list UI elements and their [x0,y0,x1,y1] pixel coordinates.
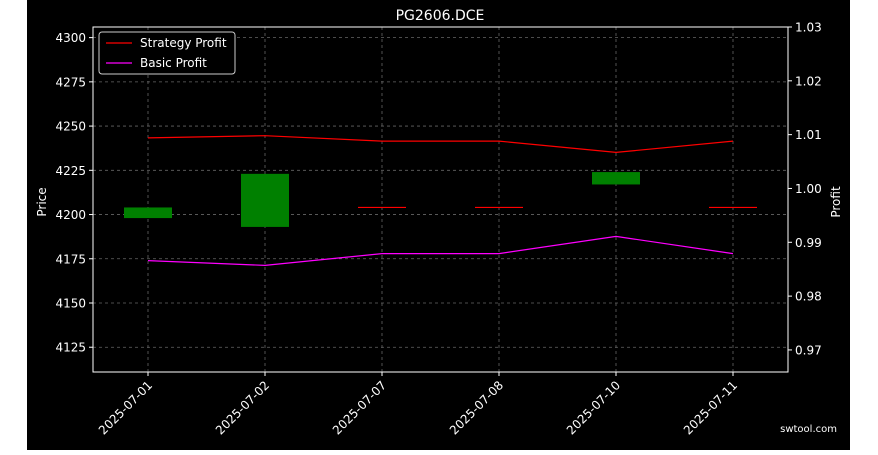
left-tick-label-5: 4250 [55,120,86,134]
legend-strategy-label: Strategy Profit [140,36,227,50]
right-tick-label-5: 1.02 [795,74,822,88]
legend-basic-label: Basic Profit [140,56,207,70]
legend: Strategy Profit Basic Profit [99,32,235,74]
left-tick-label-6: 4275 [55,75,86,89]
chart-title: PG2606.DCE [396,8,485,24]
left-tick-label-0: 4125 [55,341,86,355]
right-tick-label-6: 1.03 [795,21,822,35]
right-tick-label-3: 1.00 [795,182,822,196]
watermark: swtool.com [780,424,837,435]
left-tick-label-2: 4175 [55,252,86,266]
candle-body-2025-07-02 [241,174,289,227]
right-tick-label-0: 0.97 [795,343,822,357]
right-tick-label-1: 0.98 [795,290,822,304]
right-tick-label-2: 0.99 [795,236,822,250]
right-tick-label-4: 1.01 [795,128,822,142]
left-tick-label-7: 4300 [55,31,86,45]
left-tick-label-4: 4225 [55,164,86,178]
right-axis-label: Profit [829,186,843,218]
candle-body-2025-07-10 [592,172,640,184]
left-tick-label-1: 4150 [55,297,86,311]
left-tick-label-3: 4200 [55,208,86,222]
left-axis-label: Price [35,187,49,216]
candle-body-2025-07-01 [124,207,172,218]
